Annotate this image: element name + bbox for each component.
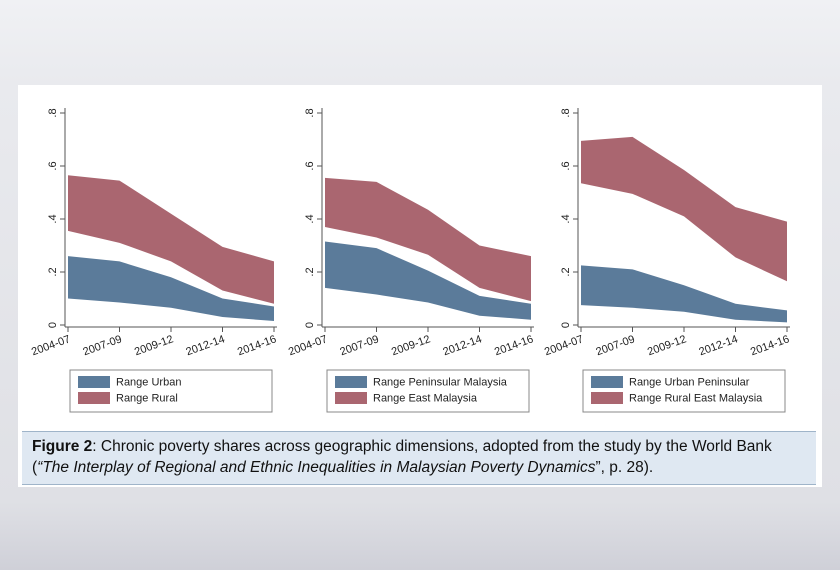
range-band (581, 265, 787, 323)
x-tick-label: 2012-14 (697, 333, 739, 358)
x-tick-label: 2012-14 (441, 333, 483, 358)
y-tick-label: 0 (560, 322, 572, 328)
y-tick-label: .6 (560, 161, 572, 170)
caption-text: ”, p. 28). (595, 459, 654, 476)
y-tick-label: .6 (47, 161, 59, 170)
x-tick-label: 2007-09 (81, 333, 123, 358)
legend-label: Range East Malaysia (373, 392, 478, 404)
y-tick-label: 0 (47, 322, 59, 328)
x-tick-label: 2004-07 (287, 333, 329, 358)
legend-label: Range Peninsular Malaysia (373, 376, 508, 388)
y-tick-label: .2 (47, 267, 59, 276)
legend-swatch (591, 376, 623, 388)
legend-label: Range Rural East Malaysia (629, 392, 763, 404)
x-tick-label: 2014-16 (236, 333, 278, 358)
range-band (581, 136, 787, 282)
legend-swatch (78, 392, 110, 404)
legend-swatch (591, 392, 623, 404)
range-band (325, 177, 531, 302)
y-tick-label: .6 (304, 161, 316, 170)
legend-label: Range Urban (116, 376, 181, 388)
x-tick-label: 2007-09 (594, 333, 636, 358)
legend-label: Range Urban Peninsular (629, 376, 750, 388)
x-tick-label: 2014-16 (493, 333, 535, 358)
y-tick-label: .8 (47, 108, 59, 117)
x-tick-label: 2012-14 (184, 333, 226, 358)
x-tick-label: 2004-07 (30, 333, 72, 358)
caption-label: Figure 2 (32, 438, 93, 455)
x-tick-label: 2004-07 (543, 333, 585, 358)
y-tick-label: .8 (304, 108, 316, 117)
x-tick-label: 2009-12 (390, 333, 432, 358)
legend-swatch (335, 392, 367, 404)
caption: Figure 2: Chronic poverty shares across … (22, 431, 816, 485)
caption-text: : Chronic poverty shares across geograph… (32, 438, 772, 476)
legend-swatch (335, 376, 367, 388)
y-tick-label: .8 (560, 108, 572, 117)
x-tick-label: 2014-16 (749, 333, 791, 358)
y-tick-label: 0 (304, 322, 316, 328)
y-tick-label: .2 (304, 267, 316, 276)
y-tick-label: .2 (560, 267, 572, 276)
legend-label: Range Rural (116, 392, 178, 404)
y-tick-label: .4 (304, 214, 316, 223)
range-band (68, 256, 274, 322)
x-tick-label: 2007-09 (338, 333, 380, 358)
y-tick-label: .4 (47, 214, 59, 223)
range-band (325, 241, 531, 320)
x-tick-label: 2009-12 (133, 333, 175, 358)
range-band (68, 175, 274, 304)
x-tick-label: 2009-12 (646, 333, 688, 358)
caption-title: “The Interplay of Regional and Ethnic In… (37, 459, 596, 476)
legend-swatch (78, 376, 110, 388)
y-tick-label: .4 (560, 214, 572, 223)
